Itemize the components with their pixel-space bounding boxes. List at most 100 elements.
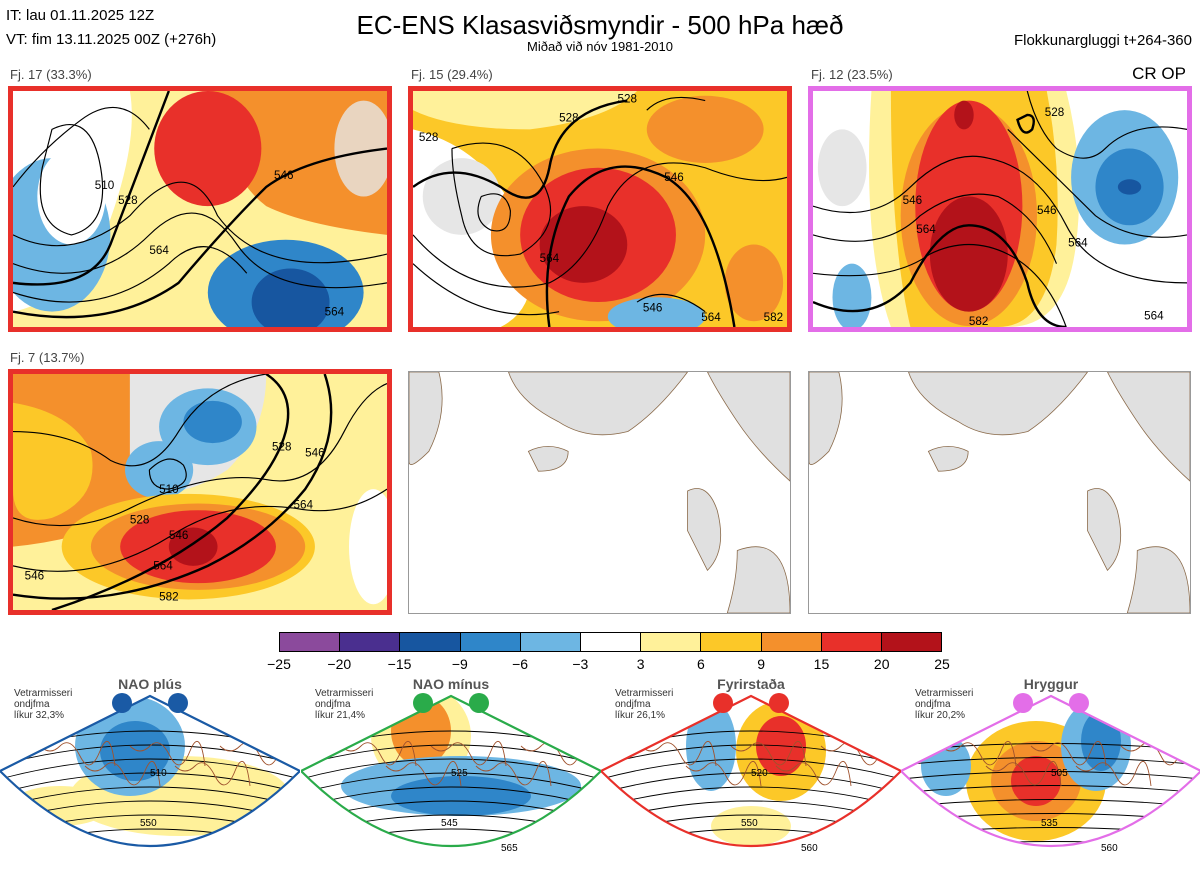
regime-contour-label: 525 (451, 768, 468, 779)
p2-contour-label: 528 (559, 112, 578, 125)
p4-contour-label: 528 (272, 441, 291, 454)
height-contour (901, 785, 1200, 794)
coastline (340, 740, 417, 767)
cluster-4-label: Fj. 7 (13.7%) (10, 350, 85, 365)
classification-window: Flokkunargluggi t+264-360 (1013, 32, 1192, 49)
p2-contour-label: 564 (701, 311, 721, 324)
coastline (685, 760, 762, 787)
regime-note: Vetrarmisseri ondjfma líkur 32,3% (14, 688, 72, 721)
page-title: EC-ENS Klasasviðsmyndir - 500 hPa hæð (356, 10, 844, 40)
coastline (1030, 740, 1107, 767)
colorbar-segment (520, 633, 581, 651)
regime-panel[interactable]: 505 535 560 Hryggur Vetrarmisseri ondjfma líku… (901, 676, 1200, 871)
regime-marker-dot (413, 693, 433, 713)
regime-marker-dot (769, 693, 789, 713)
colorbar-tick-label: −25 (267, 656, 291, 672)
p3-contour-label: 564 (1144, 309, 1164, 322)
regime-contour-label: 545 (441, 818, 458, 829)
colorbar-segment (400, 633, 461, 651)
colorbar-tick-label: −20 (327, 656, 352, 672)
coastline (730, 740, 807, 767)
regime-panel[interactable]: 520 550 560 Fyrirstaða Vetrarmisseri ondjfma l… (601, 676, 901, 871)
cluster-1-label: Fj. 17 (33.3%) (10, 67, 92, 82)
p1-contour-label: 528 (118, 194, 137, 207)
p2-contour-label: 528 (618, 93, 637, 106)
empty-map-1 (408, 371, 791, 614)
cluster-map-2[interactable]: 528 528 528 546 564 546 564 582 (408, 86, 792, 332)
initial-time: IT: lau 01.11.2025 12Z (6, 7, 155, 24)
regime-note: Vetrarmisseri ondjfma líkur 26,1% (615, 688, 673, 721)
regime-note-line: Vetrarmisseri (915, 688, 974, 699)
p2-contour-label: 564 (540, 252, 560, 265)
colorbar-segment (881, 633, 942, 651)
colorbar-segment (460, 633, 521, 651)
cluster-2-label: Fj. 15 (29.4%) (411, 67, 493, 82)
regime-note-line: Vetrarmisseri (14, 688, 73, 699)
colorbar-segment (340, 633, 401, 651)
colorbar-segment (701, 633, 762, 651)
regime-contour-label: 560 (1101, 843, 1118, 854)
regime-note-line: ondjfma (915, 699, 951, 710)
regime-note-line: líkur 21,4% (315, 710, 366, 721)
height-contour (301, 772, 601, 794)
p4-contour-label: 564 (294, 498, 314, 511)
coastline (985, 760, 1062, 787)
coastline (475, 760, 552, 787)
colorbar-tick-label: −3 (572, 656, 589, 672)
p3-contour-label: 582 (969, 315, 988, 327)
anomaly-blob (711, 806, 791, 846)
colorbar-tick-label: 3 (636, 656, 645, 672)
cluster-map-1[interactable]: 546 528 510 564 564 (8, 86, 392, 332)
p2-contour-label: 582 (764, 311, 783, 324)
regime-note: Vetrarmisseri ondjfma líkur 21,4% (315, 688, 373, 721)
colorbar-segment (580, 633, 642, 651)
colorbar-tick-label: 9 (757, 656, 766, 672)
regime-marker-dot (168, 693, 188, 713)
p4-contour-label: 510 (159, 483, 178, 496)
coastline (430, 740, 507, 767)
regime-title: Hryggur (1023, 676, 1079, 692)
regime-fan-outline (0, 694, 300, 848)
regime-note-line: líkur 32,3% (14, 710, 65, 721)
height-contour (0, 772, 300, 794)
p4-contour-label: 564 (153, 560, 173, 573)
regime-note: Vetrarmisseri ondjfma líkur 20,2% (915, 688, 973, 721)
p2-contour-label: 528 (419, 131, 438, 144)
coastline (129, 740, 206, 767)
cluster-map-4[interactable]: 528 546 510 528 546 564 546 564 582 (8, 369, 392, 615)
p3-contour-label: 546 (1037, 204, 1056, 217)
height-contour (301, 786, 601, 808)
coastline (84, 760, 161, 787)
regime-title: Fyrirstaða (717, 676, 785, 692)
regime-marker-dot (713, 693, 733, 713)
coastline (174, 760, 251, 787)
anomaly-blob (1011, 756, 1061, 806)
regime-note-line: ondjfma (14, 699, 50, 710)
coastline (640, 740, 717, 767)
height-contour (0, 744, 300, 766)
regime-panel[interactable]: 510 550 NAO plús Vetrarmisseri ondjfma líkur … (0, 676, 300, 871)
p3-contour-label: 528 (1045, 106, 1064, 119)
regime-panel[interactable]: 525 545 565 NAO mínus Vetrarmisseri ondjfma lí… (301, 676, 601, 871)
height-contour (301, 758, 601, 780)
colorbar-segment (761, 633, 822, 651)
regime-contour-label: 565 (501, 843, 518, 854)
regime-note-line: Vetrarmisseri (315, 688, 374, 699)
coastline (1075, 760, 1152, 787)
regime-contour-label: 510 (150, 768, 167, 779)
p3-contour-label: 564 (916, 223, 936, 236)
height-contour (0, 786, 300, 808)
regime-note-line: líkur 20,2% (915, 710, 966, 721)
regime-note-line: ondjfma (615, 699, 651, 710)
colorbar-tick-label: −9 (451, 656, 468, 672)
coastline (385, 760, 462, 787)
p3-contour-label: 546 (903, 194, 922, 207)
regime-contour-label: 560 (801, 843, 818, 854)
empty-map-2 (808, 371, 1191, 614)
p3-contour-label: 564 (1068, 236, 1088, 249)
p4-contour-label: 546 (169, 529, 188, 542)
cluster-map-3[interactable]: 528 546 564 546 564 582 564 (808, 86, 1192, 332)
height-contour (0, 758, 300, 780)
p2-contour-label: 546 (643, 302, 662, 315)
regime-fan-outline (901, 694, 1200, 848)
